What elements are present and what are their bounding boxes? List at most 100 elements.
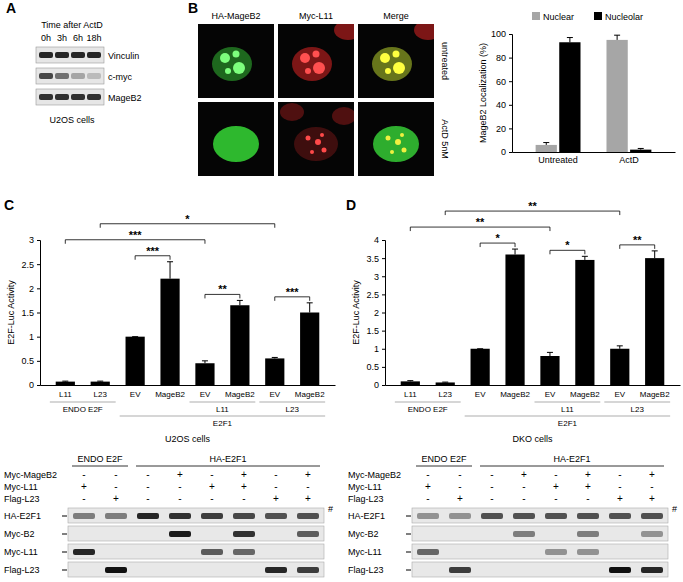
column-header: ENDO E2F xyxy=(77,454,123,464)
flag: # xyxy=(672,504,677,514)
condition-sign: + xyxy=(177,469,183,480)
band xyxy=(73,513,95,519)
header-rule xyxy=(72,466,128,467)
condition-sign: - xyxy=(554,469,557,480)
significance-label: * xyxy=(185,213,190,225)
tick-label: Untreated xyxy=(538,155,578,165)
band-tick xyxy=(62,534,67,535)
error-bar xyxy=(272,357,278,359)
tick: 1.5 xyxy=(21,308,40,318)
row-label: Vinculin xyxy=(108,51,139,61)
tick-label: MageB2 xyxy=(500,390,530,399)
tick: 2.5 xyxy=(366,290,385,300)
blot-strip xyxy=(68,508,324,523)
band xyxy=(39,94,53,100)
band xyxy=(39,52,53,58)
panel-label: C xyxy=(4,197,14,213)
tick-mark xyxy=(37,264,40,265)
band xyxy=(73,549,95,555)
band xyxy=(449,567,471,573)
nucleolus xyxy=(385,68,391,74)
band xyxy=(297,567,319,573)
error-bar xyxy=(202,361,208,363)
nucleolus xyxy=(402,148,407,153)
tick: EV xyxy=(269,385,280,399)
panel-b-images: HA-MageB2Myc-L11MergeuntreatedActD 5nM xyxy=(198,11,450,176)
micrograph xyxy=(198,102,274,176)
band xyxy=(609,567,631,573)
tick-label: L11 xyxy=(59,390,72,399)
band xyxy=(417,513,439,519)
band xyxy=(545,513,567,519)
band xyxy=(641,531,663,537)
tick-mark xyxy=(37,361,40,362)
tick: 60 xyxy=(496,77,512,87)
error-bar xyxy=(97,381,103,382)
group-label: E2F1 xyxy=(558,419,578,428)
bar xyxy=(300,313,319,386)
bars xyxy=(536,35,652,152)
bar xyxy=(606,40,627,152)
tick: 3 xyxy=(374,272,385,282)
tick-label: 0 xyxy=(374,380,379,390)
header-rule xyxy=(136,466,320,467)
luciferase-chart: 00.511.522.533.54L11L23EVMageB2EVMageB2E… xyxy=(351,200,681,444)
tick: 20 xyxy=(496,124,512,134)
row-label: untreated xyxy=(440,42,450,80)
tick-mark xyxy=(37,288,40,289)
condition-sign: - xyxy=(618,481,621,492)
tick: EV xyxy=(614,385,625,399)
error-bar xyxy=(617,346,623,349)
group-label: E2F1 xyxy=(213,419,233,428)
condition-sign: - xyxy=(178,481,181,492)
tick: EV xyxy=(130,385,141,399)
tick-label: EV xyxy=(200,390,211,399)
condition-sign: - xyxy=(82,493,85,504)
band xyxy=(201,549,223,555)
condition-sign: - xyxy=(458,481,461,492)
error-bar xyxy=(132,336,138,337)
tick: L23 xyxy=(439,385,453,399)
tick-mark xyxy=(509,105,512,106)
condition-sign: - xyxy=(146,481,149,492)
condition-sign: - xyxy=(210,469,213,480)
band-tick xyxy=(406,516,411,517)
tick-label: MageB2 xyxy=(570,390,600,399)
bar xyxy=(559,42,580,152)
tick-label: EV xyxy=(475,390,486,399)
tick: 3 xyxy=(29,235,40,245)
caption: DKO cells xyxy=(512,434,553,444)
condition-sign: - xyxy=(490,481,493,492)
error-bar xyxy=(614,35,620,40)
error-bar xyxy=(652,251,658,258)
group-label: L11 xyxy=(561,405,574,414)
tick: MageB2 xyxy=(570,385,600,399)
x-axis: UntreatedActD xyxy=(513,152,676,165)
lane-label: 0h xyxy=(41,33,51,43)
band xyxy=(87,52,101,58)
western-blot: ENDO E2FHA-E2F1Myc-MageB2---+-+-+Myc-L11… xyxy=(348,454,677,577)
condition-sign: - xyxy=(586,493,589,504)
tick-label: MageB2 xyxy=(295,390,325,399)
significance-label: ** xyxy=(633,234,642,246)
nucleolus xyxy=(313,51,320,58)
tick-mark xyxy=(509,128,512,129)
error-bar xyxy=(543,143,549,145)
tick-label: 2 xyxy=(29,284,34,294)
image-background xyxy=(198,24,274,98)
y-axis: 020406080100 xyxy=(491,29,513,157)
tick: 2 xyxy=(29,284,40,294)
condition-sign: - xyxy=(426,469,429,480)
legend-swatch xyxy=(594,12,602,20)
band xyxy=(105,567,127,573)
nucleolus xyxy=(310,150,314,154)
tick: MageB2 xyxy=(295,385,325,399)
significance-label: *** xyxy=(146,245,160,257)
nucleus xyxy=(373,126,419,162)
bar xyxy=(505,255,524,386)
bar xyxy=(471,349,490,385)
group-rule xyxy=(190,402,256,403)
condition-sign: + xyxy=(649,493,655,504)
error-bar xyxy=(582,256,588,260)
figure: ABCDTime after ActD0h3h6h18hVinculinc-my… xyxy=(0,0,683,582)
